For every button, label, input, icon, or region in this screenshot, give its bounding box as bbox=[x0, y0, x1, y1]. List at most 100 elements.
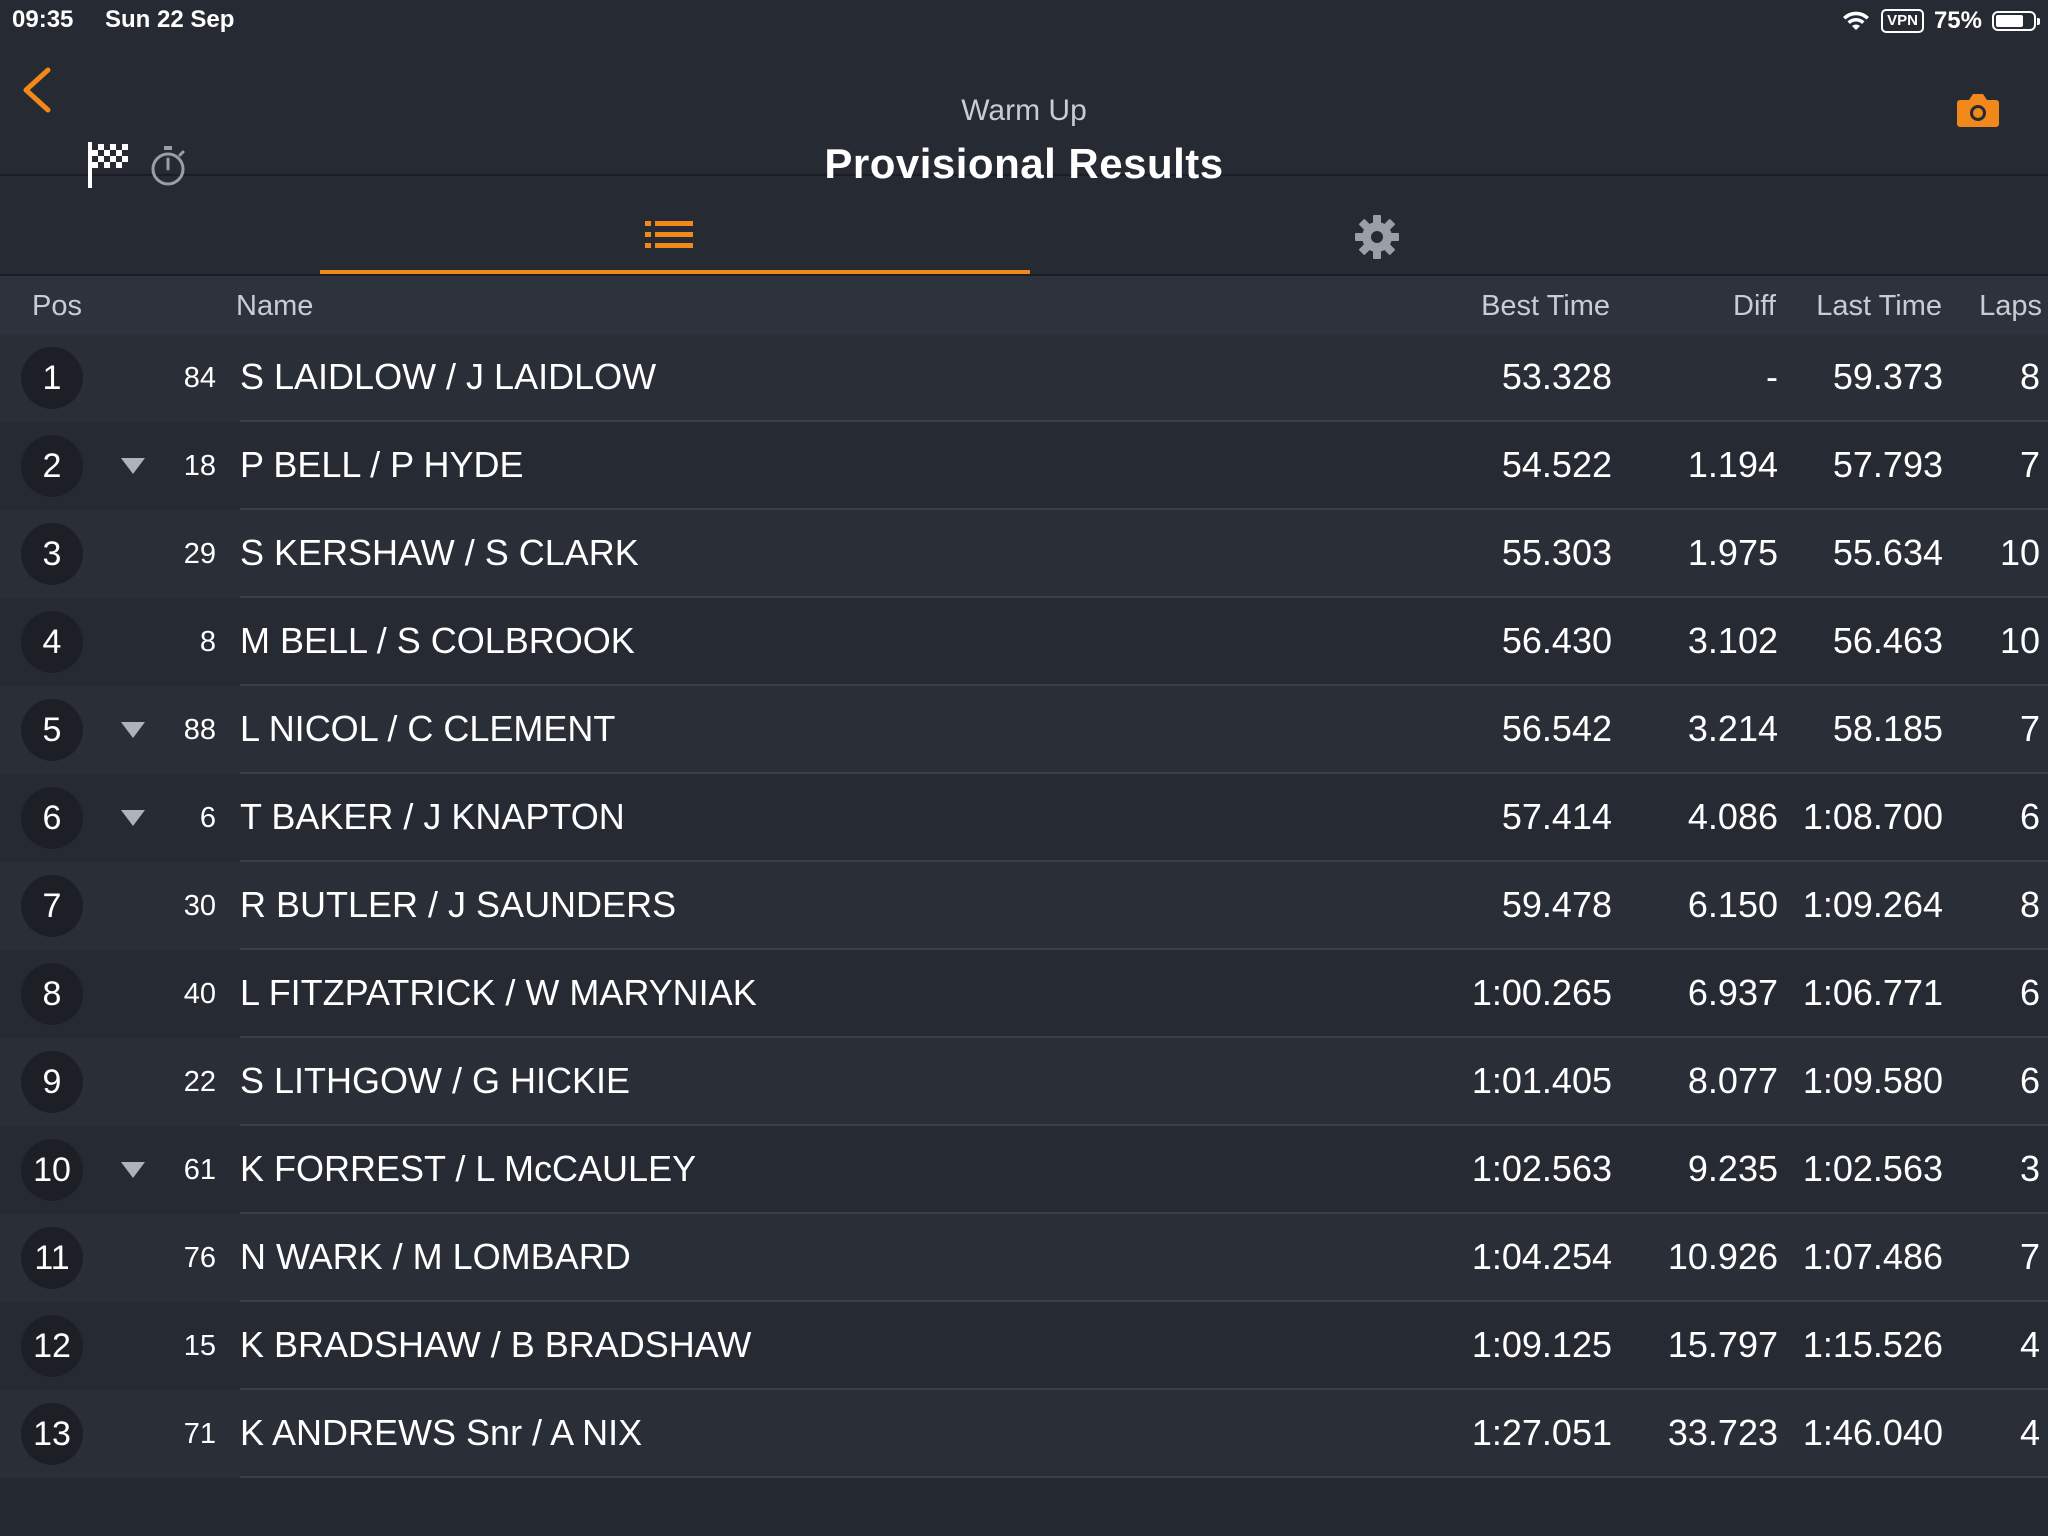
position-badge: 10 bbox=[21, 1139, 83, 1201]
position-down-icon bbox=[121, 458, 145, 474]
last-time: 55.634 bbox=[1832, 532, 1943, 573]
time-diff: - bbox=[1766, 356, 1778, 397]
empty-footer bbox=[0, 1478, 2048, 1536]
last-time: 1:09.264 bbox=[1802, 884, 1943, 925]
best-time: 56.542 bbox=[1501, 708, 1612, 749]
driver-names: S KERSHAW / S CLARK bbox=[240, 532, 639, 573]
car-number: 71 bbox=[183, 1418, 216, 1450]
driver-names: K FORREST / L McCAULEY bbox=[240, 1148, 697, 1189]
lap-count: 7 bbox=[2019, 708, 2040, 749]
column-best-time: Best Time bbox=[1481, 290, 1610, 322]
page-title: Provisional Results bbox=[824, 140, 1224, 187]
table-row[interactable]: 6 6 T BAKER / J KNAPTON 57.414 4.086 1:08.700… bbox=[0, 774, 2048, 862]
table-row[interactable]: 8 40 L FITZPATRICK / W MARYNIAK 1:00.265 6.9… bbox=[0, 950, 2048, 1038]
battery-percent: 75% bbox=[1933, 7, 1982, 34]
time-diff: 3.102 bbox=[1687, 620, 1778, 661]
table-row[interactable]: 1 84 S LAIDLOW / J LAIDLOW 53.328 - 59.373 8 bbox=[0, 334, 2048, 422]
table-row[interactable]: 4 8 M BELL / S COLBROOK 56.430 3.102 56.463 10 bbox=[0, 598, 2048, 686]
table-row[interactable]: 2 18 P BELL / P HYDE 54.522 1.194 57.793 7 bbox=[0, 422, 2048, 510]
row-divider bbox=[240, 1036, 2048, 1038]
row-divider bbox=[240, 420, 2048, 422]
table-row[interactable]: 7 30 R BUTLER / J SAUNDERS 59.478 6.150 1:09.… bbox=[0, 862, 2048, 950]
time-diff: 3.214 bbox=[1687, 708, 1778, 749]
battery-icon bbox=[1992, 11, 2040, 31]
position-badge: 9 bbox=[21, 1051, 83, 1113]
best-time: 1:01.405 bbox=[1471, 1060, 1612, 1101]
driver-names: S LITHGOW / G HICKIE bbox=[240, 1060, 631, 1101]
position-down-icon bbox=[121, 722, 145, 738]
last-time: 1:15.526 bbox=[1802, 1324, 1943, 1365]
gear-icon bbox=[1355, 215, 1399, 259]
position-badge: 8 bbox=[21, 963, 83, 1025]
time-diff: 4.086 bbox=[1687, 796, 1778, 837]
wifi-icon bbox=[1843, 11, 1870, 30]
row-divider bbox=[240, 860, 2048, 862]
driver-names: R BUTLER / J SAUNDERS bbox=[240, 884, 677, 925]
car-number: 88 bbox=[183, 714, 216, 746]
position-down-icon bbox=[121, 810, 145, 826]
tab-settings[interactable] bbox=[1230, 176, 1520, 274]
back-button[interactable] bbox=[18, 60, 58, 120]
driver-names: S LAIDLOW / J LAIDLOW bbox=[240, 356, 657, 397]
status-time: 09:35 bbox=[12, 6, 74, 33]
driver-names: L NICOL / C CLEMENT bbox=[240, 708, 616, 749]
car-number: 84 bbox=[183, 362, 216, 394]
lap-count: 4 bbox=[2019, 1324, 2040, 1365]
lap-count: 4 bbox=[2019, 1412, 2040, 1453]
row-divider bbox=[240, 1300, 2048, 1302]
column-name: Name bbox=[236, 290, 314, 322]
table-row[interactable]: 12 15 K BRADSHAW / B BRADSHAW 1:09.125 15.79… bbox=[0, 1302, 2048, 1390]
lap-count: 6 bbox=[2019, 1060, 2040, 1101]
row-divider bbox=[240, 596, 2048, 598]
tab-results-list[interactable] bbox=[320, 176, 1030, 274]
last-time: 1:06.771 bbox=[1802, 972, 1943, 1013]
lap-count: 8 bbox=[2019, 884, 2040, 925]
table-row[interactable]: 9 22 S LITHGOW / G HICKIE 1:01.405 8.077 1:09… bbox=[0, 1038, 2048, 1126]
driver-names: L FITZPATRICK / W MARYNIAK bbox=[240, 972, 757, 1013]
active-tab-indicator bbox=[320, 270, 1030, 274]
row-divider bbox=[240, 684, 2048, 686]
table-row[interactable]: 3 29 S KERSHAW / S CLARK 55.303 1.975 55.634 1… bbox=[0, 510, 2048, 598]
position-badge: 3 bbox=[21, 523, 83, 585]
position-badge: 12 bbox=[21, 1315, 83, 1377]
row-divider bbox=[240, 772, 2048, 774]
lap-count: 7 bbox=[2019, 444, 2040, 485]
best-time: 55.303 bbox=[1501, 532, 1612, 573]
table-row[interactable]: 10 61 K FORREST / L McCAULEY 1:02.563 9.235 1… bbox=[0, 1126, 2048, 1214]
car-number: 22 bbox=[183, 1066, 216, 1098]
stopwatch-icon[interactable] bbox=[148, 144, 188, 188]
best-time: 1:09.125 bbox=[1471, 1324, 1612, 1365]
time-diff: 15.797 bbox=[1667, 1324, 1778, 1365]
last-time: 1:46.040 bbox=[1802, 1412, 1943, 1453]
table-row[interactable]: 13 71 K ANDREWS Snr / A NIX 1:27.051 33.723 1… bbox=[0, 1390, 2048, 1478]
driver-names: M BELL / S COLBROOK bbox=[240, 620, 635, 661]
last-time: 1:08.700 bbox=[1802, 796, 1943, 837]
position-badge: 4 bbox=[21, 611, 83, 673]
lap-count: 10 bbox=[1999, 532, 2040, 573]
time-diff: 1.975 bbox=[1687, 532, 1778, 573]
camera-button[interactable] bbox=[1956, 90, 2000, 130]
best-time: 1:02.563 bbox=[1471, 1148, 1612, 1189]
best-time: 56.430 bbox=[1501, 620, 1612, 661]
last-time: 58.185 bbox=[1832, 708, 1943, 749]
checkered-flag-icon[interactable] bbox=[86, 140, 132, 190]
lap-count: 6 bbox=[2019, 972, 2040, 1013]
row-divider bbox=[240, 1212, 2048, 1214]
car-number: 40 bbox=[183, 978, 216, 1010]
lap-count: 6 bbox=[2019, 796, 2040, 837]
status-bar: 09:35 Sun 22 Sep VPN 75% bbox=[0, 0, 2048, 40]
last-time: 1:02.563 bbox=[1802, 1148, 1943, 1189]
position-down-icon bbox=[121, 1162, 145, 1178]
car-number: 30 bbox=[183, 890, 216, 922]
table-row[interactable]: 11 76 N WARK / M LOMBARD 1:04.254 10.926 1:07… bbox=[0, 1214, 2048, 1302]
driver-names: K ANDREWS Snr / A NIX bbox=[240, 1412, 643, 1453]
column-diff: Diff bbox=[1733, 290, 1776, 322]
list-icon bbox=[645, 221, 693, 248]
position-badge: 5 bbox=[21, 699, 83, 761]
time-diff: 8.077 bbox=[1687, 1060, 1778, 1101]
best-time: 57.414 bbox=[1501, 796, 1612, 837]
camera-icon bbox=[1957, 94, 1999, 127]
position-badge: 7 bbox=[21, 875, 83, 937]
table-row[interactable]: 5 88 L NICOL / C CLEMENT 56.542 3.214 58.185 7 bbox=[0, 686, 2048, 774]
best-time: 1:27.051 bbox=[1471, 1412, 1612, 1453]
